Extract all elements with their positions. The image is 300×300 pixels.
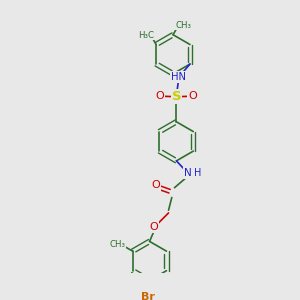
Text: HN: HN: [171, 72, 186, 82]
Text: S: S: [172, 90, 181, 103]
Text: O: O: [149, 222, 158, 232]
Text: CH₃: CH₃: [109, 240, 125, 249]
Text: O: O: [151, 180, 160, 190]
Text: H: H: [194, 168, 201, 178]
Text: O: O: [188, 91, 197, 101]
Text: CH₃: CH₃: [175, 21, 191, 30]
Text: Br: Br: [141, 292, 155, 300]
Text: O: O: [156, 91, 164, 101]
Text: N: N: [184, 168, 192, 178]
Text: H₃C: H₃C: [138, 31, 154, 40]
